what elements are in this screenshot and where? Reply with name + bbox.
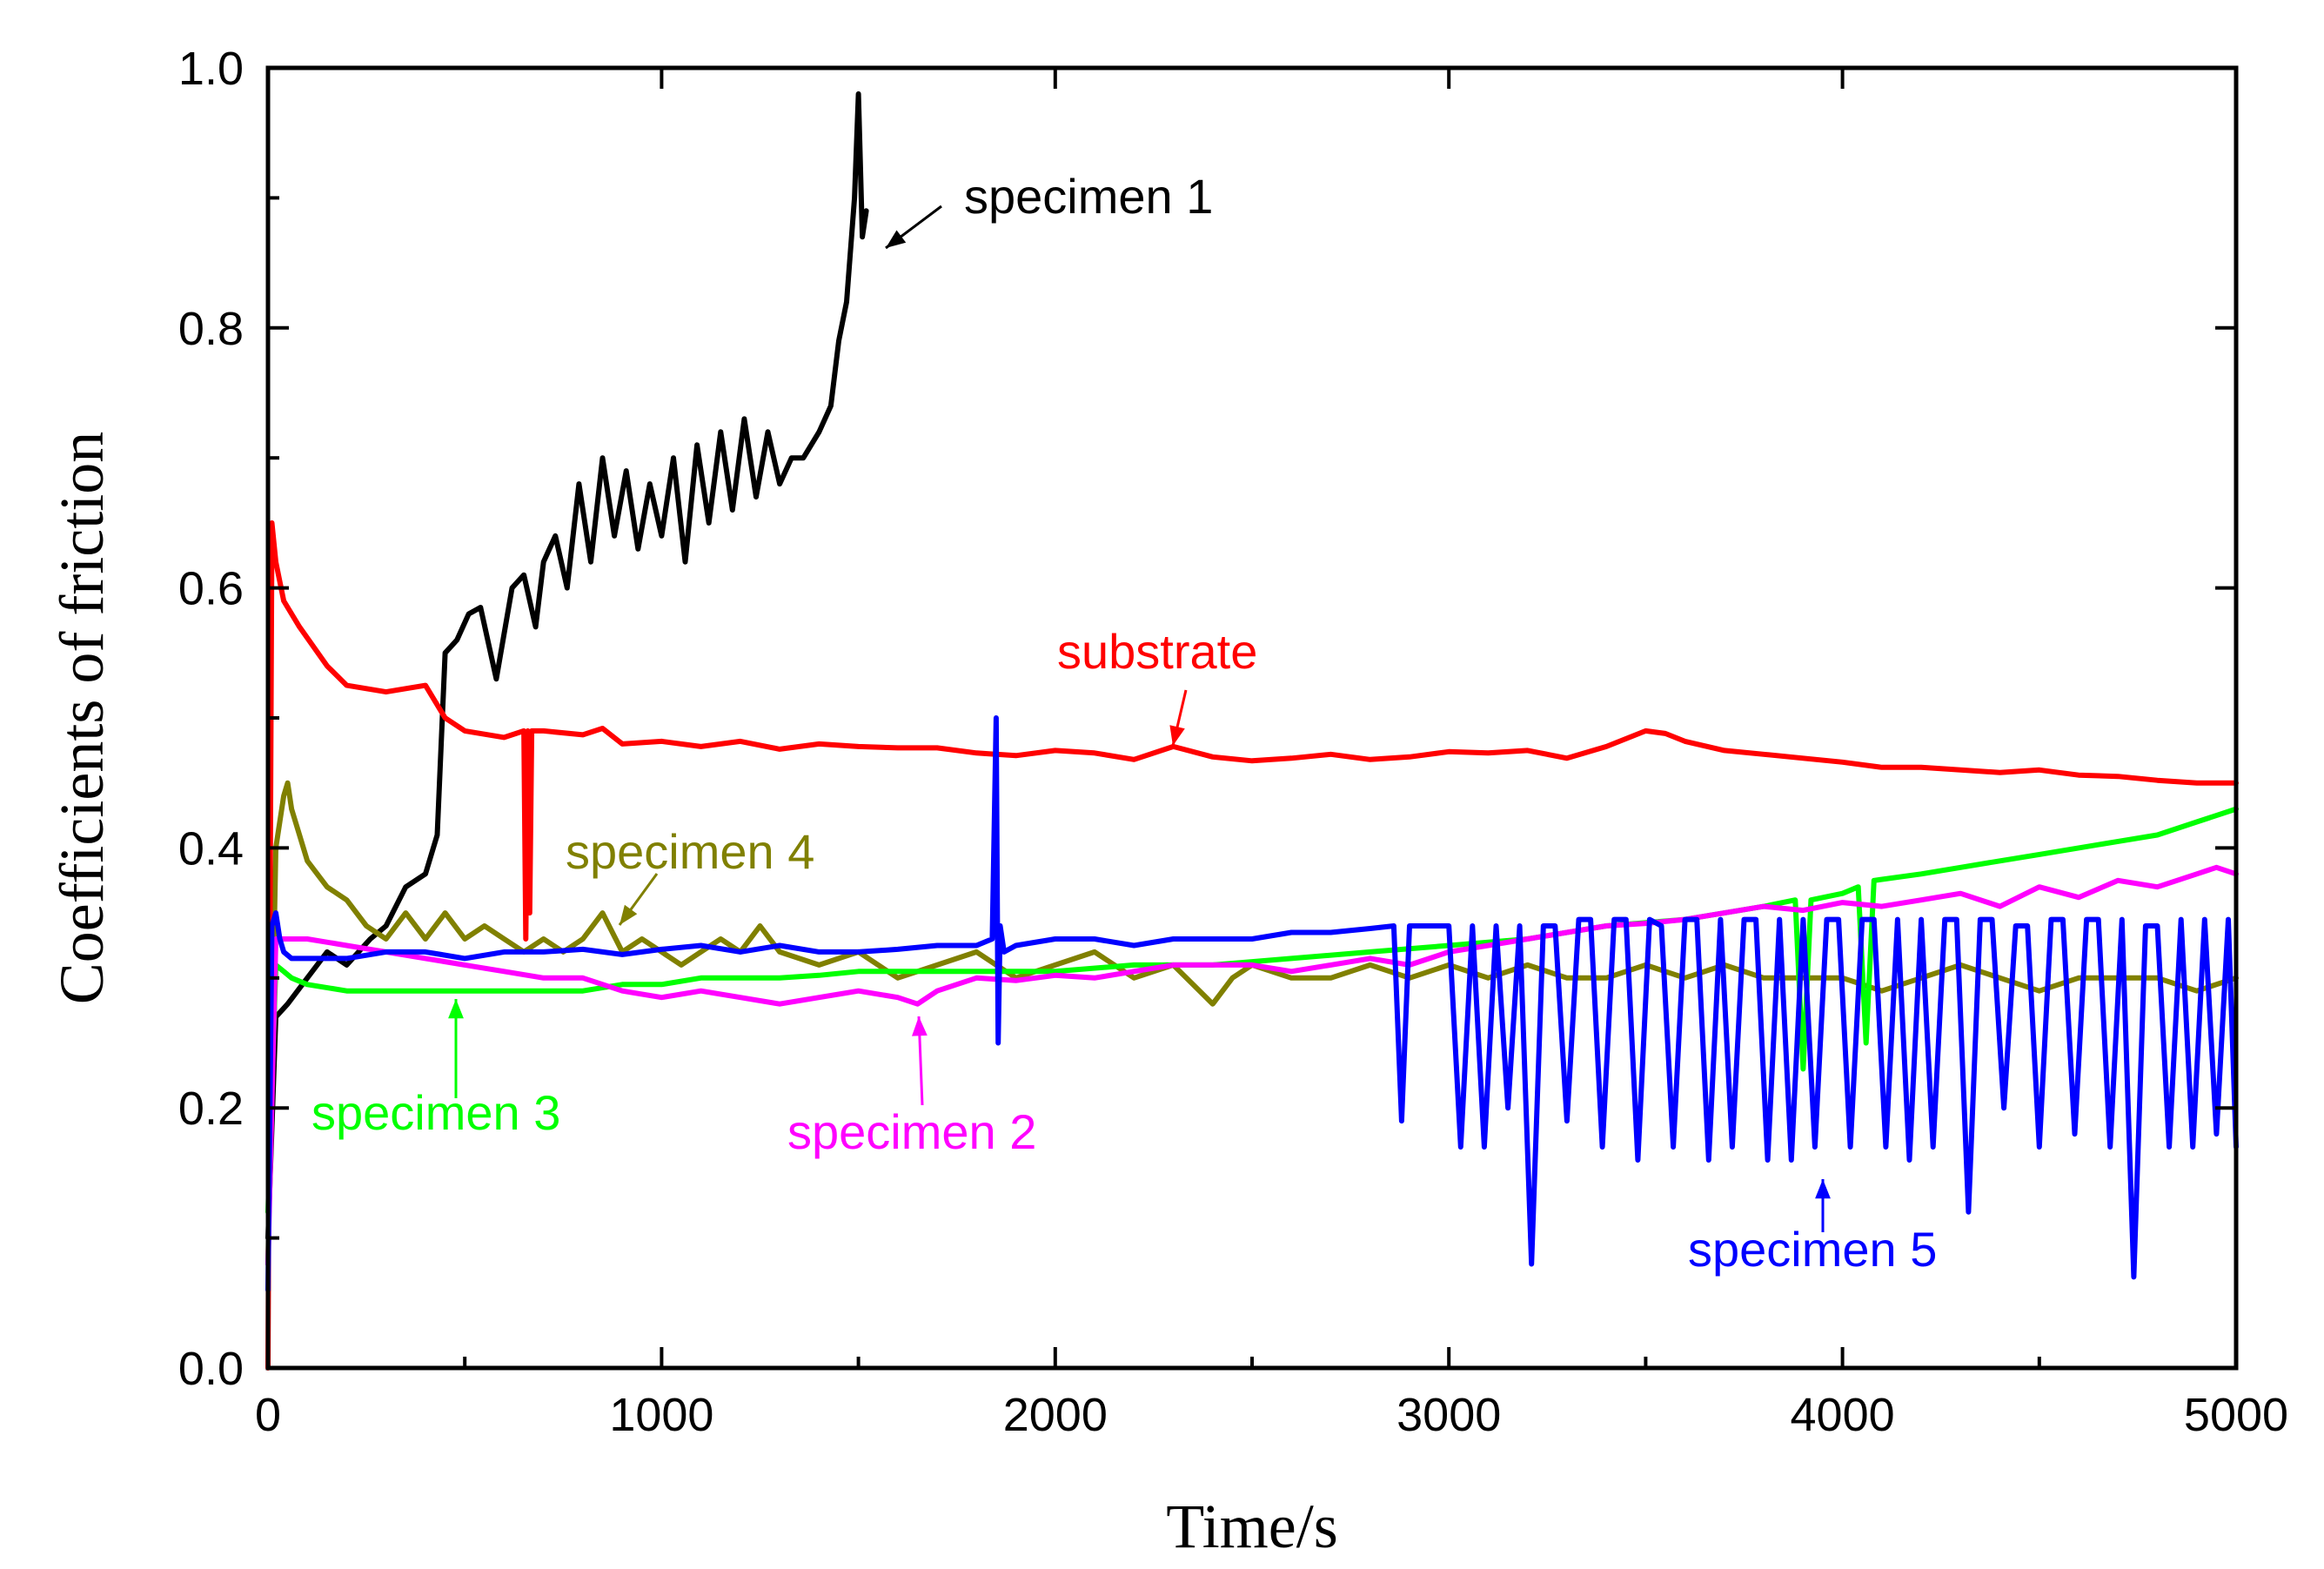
x-tick-label: 0 (255, 1389, 281, 1441)
series-line-substrate (265, 520, 2239, 1371)
annotation-specimen-3: specimen 3 (311, 1085, 560, 1140)
y-axis-title: Coefficients of friction (47, 432, 117, 1004)
annotation-specimen-1: specimen 1 (964, 169, 1213, 224)
series-line-specimen-3 (265, 806, 2239, 1215)
y-tick-label: 0.4 (178, 822, 244, 875)
series-line-specimen-1 (265, 91, 869, 1241)
series-line-specimen-2 (265, 864, 2239, 1267)
series-line-specimen-4 (265, 780, 2239, 1267)
annotation-specimen-5: specimen 5 (1688, 1222, 1937, 1277)
x-tick-label: 5000 (2184, 1389, 2288, 1441)
y-tick-label: 0.8 (178, 303, 244, 355)
tick-layer: 0 1000 2000 3000 4000 5000 0.0 0.2 0.4 0.6 0.8 1.0 (178, 43, 2288, 1441)
annotation-substrate: substrate (1057, 624, 1257, 679)
annotation-layer: specimen 1 substrate specimen 4 specimen 3 s… (311, 169, 1937, 1277)
annotation-arrowhead-specimen-1 (886, 230, 907, 248)
x-tick-label: 3000 (1396, 1389, 1501, 1441)
series-line-specimen-5 (265, 715, 2239, 1293)
x-axis-title: Time/s (1166, 1492, 1337, 1561)
y-tick-label: 0.6 (178, 563, 244, 615)
annotation-specimen-4: specimen 4 (566, 824, 814, 879)
annotation-arrowhead-substrate (1169, 725, 1185, 746)
series-layer (265, 91, 2239, 1371)
x-tick-label: 2000 (1003, 1389, 1108, 1441)
annotation-arrowhead-specimen-5 (1815, 1179, 1831, 1199)
x-tick-label: 4000 (1791, 1389, 1895, 1441)
y-tick-label: 0.2 (178, 1083, 244, 1135)
y-tick-label: 1.0 (178, 43, 244, 95)
y-tick-label: 0.0 (178, 1343, 244, 1395)
annotation-arrowhead-specimen-2 (912, 1016, 928, 1036)
annotation-specimen-2: specimen 2 (787, 1104, 1036, 1159)
annotation-arrowhead-specimen-3 (448, 999, 464, 1019)
x-tick-label: 1000 (609, 1389, 713, 1441)
annotation-arrowhead-specimen-4 (620, 904, 638, 925)
